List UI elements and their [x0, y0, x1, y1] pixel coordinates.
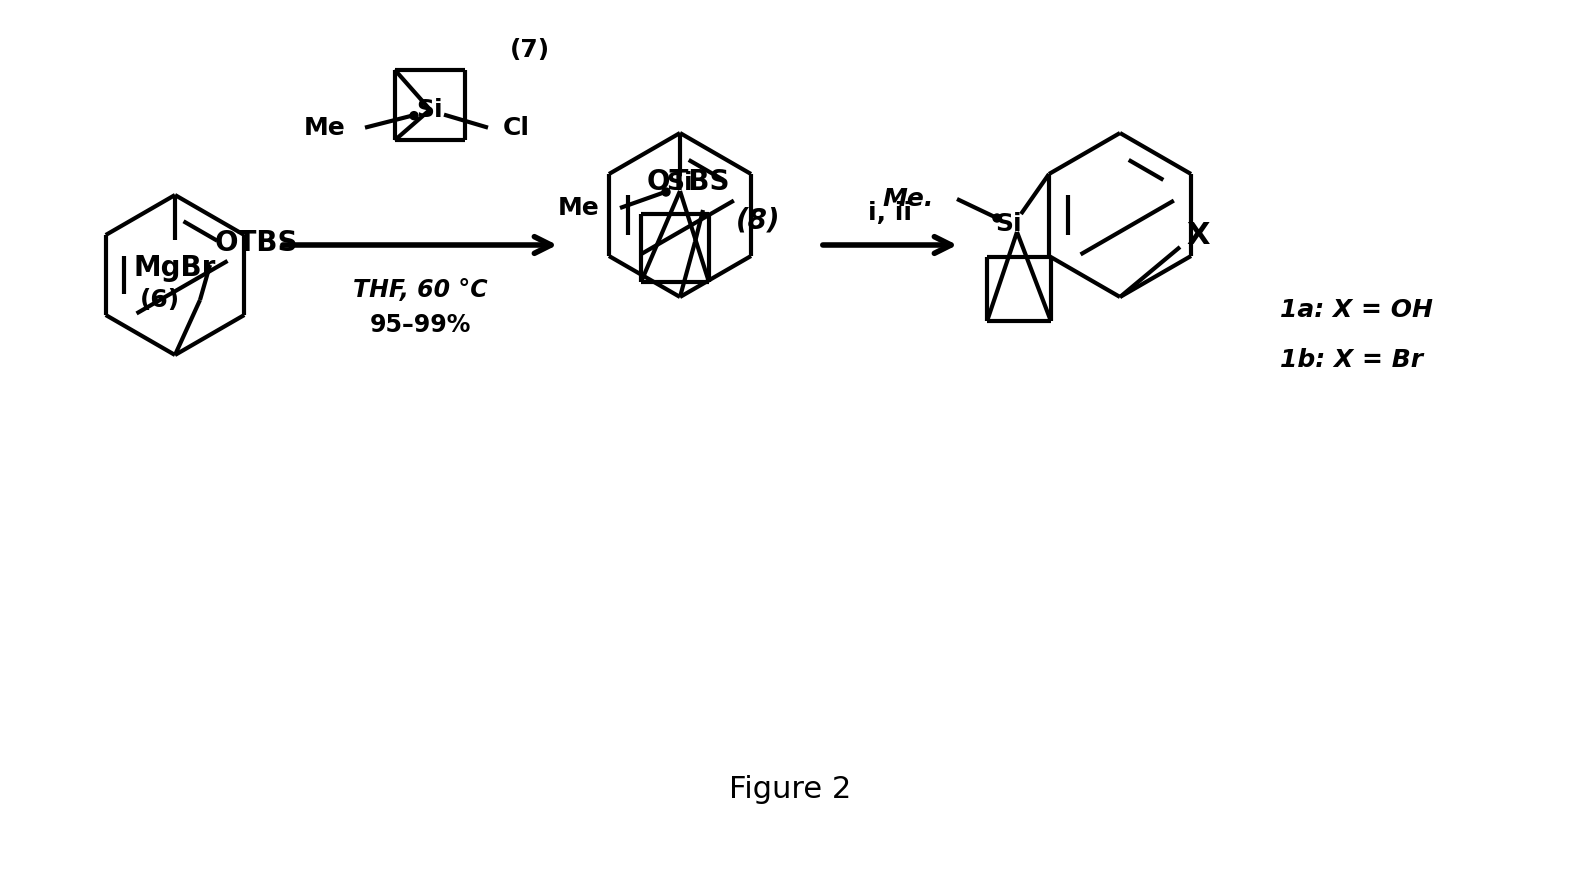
Text: Me: Me — [303, 115, 344, 139]
Text: MgBr: MgBr — [134, 254, 216, 282]
Text: THF, 60 °C: THF, 60 °C — [352, 278, 487, 302]
Text: Si: Si — [667, 171, 694, 195]
Text: Si: Si — [417, 98, 444, 122]
Text: Si: Si — [995, 212, 1022, 236]
Text: 1a: X = OH: 1a: X = OH — [1280, 298, 1433, 322]
Text: OTBS: OTBS — [215, 229, 299, 257]
Text: OTBS: OTBS — [646, 168, 730, 196]
Text: X: X — [1187, 220, 1210, 250]
Text: Me.: Me. — [883, 187, 934, 211]
Text: (7): (7) — [510, 38, 550, 62]
Circle shape — [662, 188, 670, 196]
Text: (8): (8) — [736, 206, 781, 234]
Text: Cl: Cl — [502, 115, 529, 139]
Text: Me: Me — [558, 196, 600, 220]
Text: Figure 2: Figure 2 — [728, 775, 852, 805]
Circle shape — [992, 214, 1002, 222]
Text: i, ii: i, ii — [867, 201, 912, 225]
Text: (6): (6) — [141, 288, 180, 312]
Text: 95–99%: 95–99% — [370, 313, 471, 337]
Text: 1b: X = Br: 1b: X = Br — [1280, 348, 1424, 372]
Circle shape — [409, 112, 419, 120]
